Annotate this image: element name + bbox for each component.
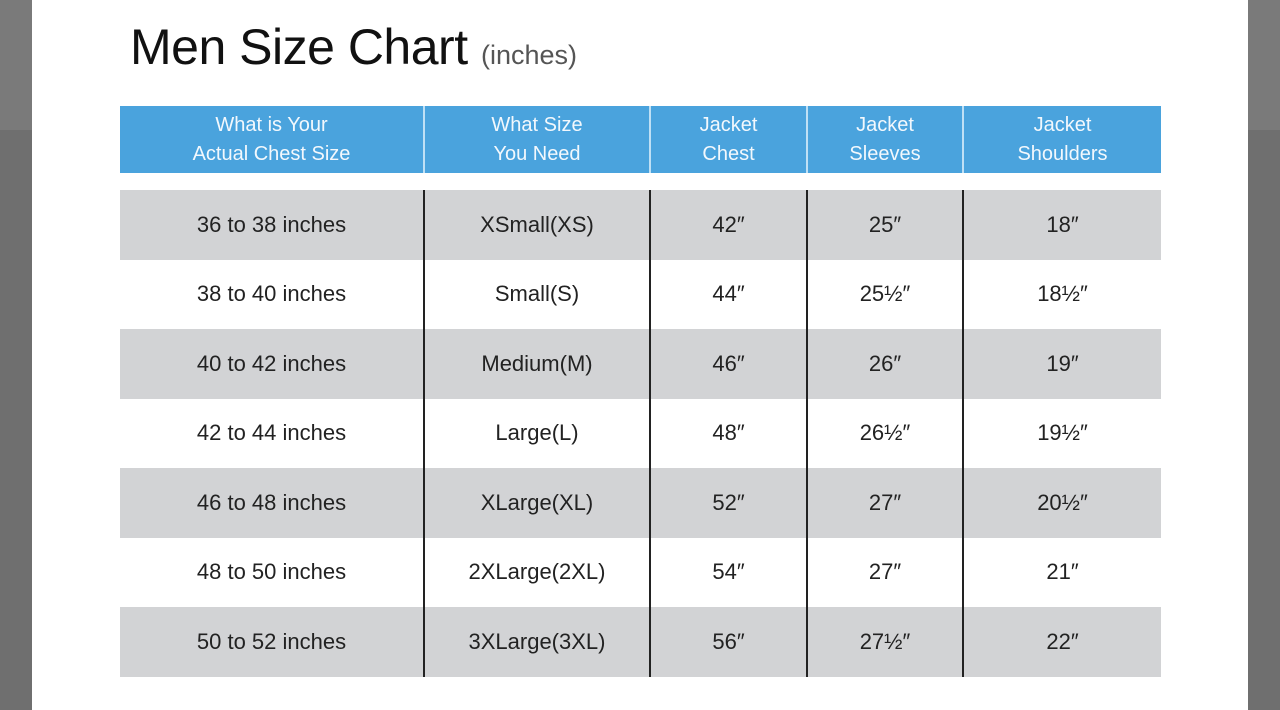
table-cell: 48″ [651, 398, 808, 468]
table-cell: Large(L) [425, 398, 651, 468]
table-row: 36 to 38 inches XSmall(XS) 42″ 25″ 18″ [120, 190, 1161, 260]
table-row: 48 to 50 inches 2XLarge(2XL) 54″ 27″ 21″ [120, 537, 1161, 607]
header-chest-size: What is Your Actual Chest Size [120, 106, 425, 173]
table-cell: 48 to 50 inches [120, 537, 425, 607]
table-cell: 27″ [808, 468, 964, 538]
table-cell: XLarge(XL) [425, 468, 651, 538]
table-cell: 50 to 52 inches [120, 607, 425, 677]
table-cell: 46″ [651, 329, 808, 399]
table-cell: 46 to 48 inches [120, 468, 425, 538]
table-cell: Small(S) [425, 259, 651, 329]
table-row: 50 to 52 inches 3XLarge(3XL) 56″ 27½″ 22″ [120, 607, 1161, 677]
table-header: What is Your Actual Chest Size What Size… [120, 106, 1161, 173]
table-row: 38 to 40 inches Small(S) 44″ 25½″ 18½″ [120, 259, 1161, 329]
table-cell: 22″ [1046, 628, 1079, 654]
table-body: 36 to 38 inches XSmall(XS) 42″ 25″ 18″ 38 to … [120, 190, 1161, 677]
table-cell: 44″ [651, 259, 808, 329]
title-text: Men Size Chart [130, 19, 468, 75]
backdrop-right [1248, 0, 1280, 130]
image-panel: Men Size Chart (inches) What is Your Act… [32, 0, 1248, 710]
header-size-needed: What Size You Need [425, 106, 651, 173]
table-cell: 26½″ [808, 398, 964, 468]
table-cell: 2XLarge(2XL) [425, 537, 651, 607]
table-cell: 56″ [651, 607, 808, 677]
table-row: 42 to 44 inches Large(L) 48″ 26½″ 19½″ [120, 398, 1161, 468]
table-cell: 3XLarge(3XL) [425, 607, 651, 677]
header-jacket-shoulders: Jacket Shoulders [1017, 113, 1108, 165]
table-cell: 18½″ [1037, 281, 1088, 307]
table-cell: 40 to 42 inches [120, 329, 425, 399]
header-jacket-sleeves: Jacket Sleeves [808, 106, 964, 173]
table-cell: 25″ [808, 190, 964, 260]
table-cell: 27″ [808, 537, 964, 607]
chart-title: Men Size Chart (inches) [130, 18, 577, 76]
header-jacket-chest: Jacket Chest [651, 106, 808, 173]
table-cell: 21″ [1046, 559, 1079, 585]
table-row: 46 to 48 inches XLarge(XL) 52″ 27″ 20½″ [120, 468, 1161, 538]
title-unit: (inches) [481, 40, 578, 70]
table-cell: 19½″ [1037, 420, 1088, 446]
table-cell: 42 to 44 inches [120, 398, 425, 468]
table-cell: 20½″ [1037, 489, 1088, 515]
table-cell: Medium(M) [425, 329, 651, 399]
table-cell: 38 to 40 inches [120, 259, 425, 329]
table-cell: 52″ [651, 468, 808, 538]
backdrop-left [0, 0, 32, 130]
table-row: 40 to 42 inches Medium(M) 46″ 26″ 19″ [120, 329, 1161, 399]
table-cell: 25½″ [808, 259, 964, 329]
table-cell: 36 to 38 inches [120, 190, 425, 260]
table-cell: 54″ [651, 537, 808, 607]
table-cell: 26″ [808, 329, 964, 399]
table-cell: XSmall(XS) [425, 190, 651, 260]
table-cell: 19″ [1046, 350, 1079, 376]
table-cell: 18″ [1046, 211, 1079, 237]
table-cell: 42″ [651, 190, 808, 260]
table-cell: 27½″ [808, 607, 964, 677]
